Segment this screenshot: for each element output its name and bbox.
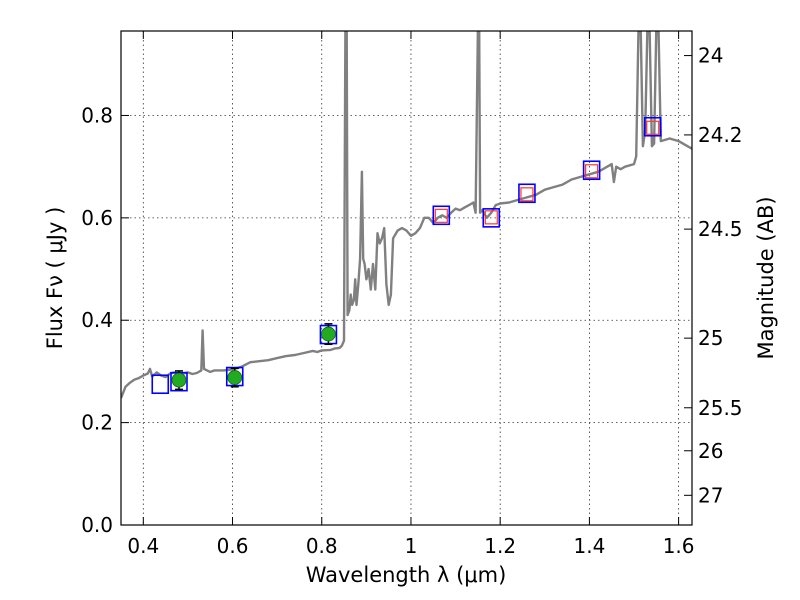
plot-frame	[120, 30, 693, 526]
model-photometry-box-blue	[432, 205, 451, 226]
x-axis-label: Wavelength λ (μm)	[306, 563, 507, 587]
observed-point	[227, 370, 243, 385]
grid	[121, 31, 692, 526]
y2-tick-label: 26	[698, 439, 723, 463]
model-photometry-box-red	[434, 208, 448, 223]
y-tick-label: 0.6	[81, 206, 113, 230]
model-photometry-box-blue	[518, 183, 536, 204]
y2-tick-label: 24.5	[698, 217, 743, 241]
model-photometry-box-blue	[643, 116, 662, 137]
x-tick-label: 1.4	[573, 534, 605, 558]
x-tick-label: 0.4	[127, 534, 159, 558]
y-tick-label: 0.4	[81, 308, 113, 332]
y2-axis-label: Magnitude (AB)	[754, 196, 778, 359]
y-axis-label: Flux Fν ( μJy )	[43, 207, 67, 350]
model-photometry-box-red	[520, 187, 534, 202]
model-photometry-box-red	[646, 120, 660, 135]
marker-layer	[151, 116, 662, 395]
y2-tick-label: 27	[698, 483, 723, 507]
model-photometry-box-blue	[482, 208, 501, 228]
model-spectrum-line	[121, 31, 692, 399]
x-tick-label: 1.6	[663, 534, 695, 558]
x-tick-label: 1	[405, 534, 418, 558]
x-tick-label: 0.8	[306, 534, 338, 558]
y-tick-label: 0.0	[81, 513, 113, 537]
y-tick-label: 0.8	[81, 103, 113, 127]
y-tick-label: 0.2	[81, 411, 113, 435]
observed-point	[171, 372, 187, 388]
y2-tick-label: 24	[698, 44, 723, 68]
model-photometry-box-red	[484, 210, 498, 225]
series-layer	[121, 31, 692, 399]
y2-tick-label: 25.5	[698, 396, 743, 420]
y2-tick-label: 25	[698, 326, 723, 350]
model-photometry-box-red	[585, 164, 599, 179]
model-photometry-box-blue	[151, 374, 170, 395]
tick-layer: 0.4 0.6 0.8 1 1.2 1.4 1.6 0.0 0.2 0.4 0.6 0.8 24 24.2…	[81, 31, 743, 558]
y2-tick-label: 24.2	[698, 123, 743, 147]
model-photometry-box-blue	[582, 160, 601, 181]
x-tick-label: 1.2	[484, 534, 516, 558]
x-tick-label: 0.6	[217, 534, 249, 558]
observed-point	[321, 326, 336, 342]
